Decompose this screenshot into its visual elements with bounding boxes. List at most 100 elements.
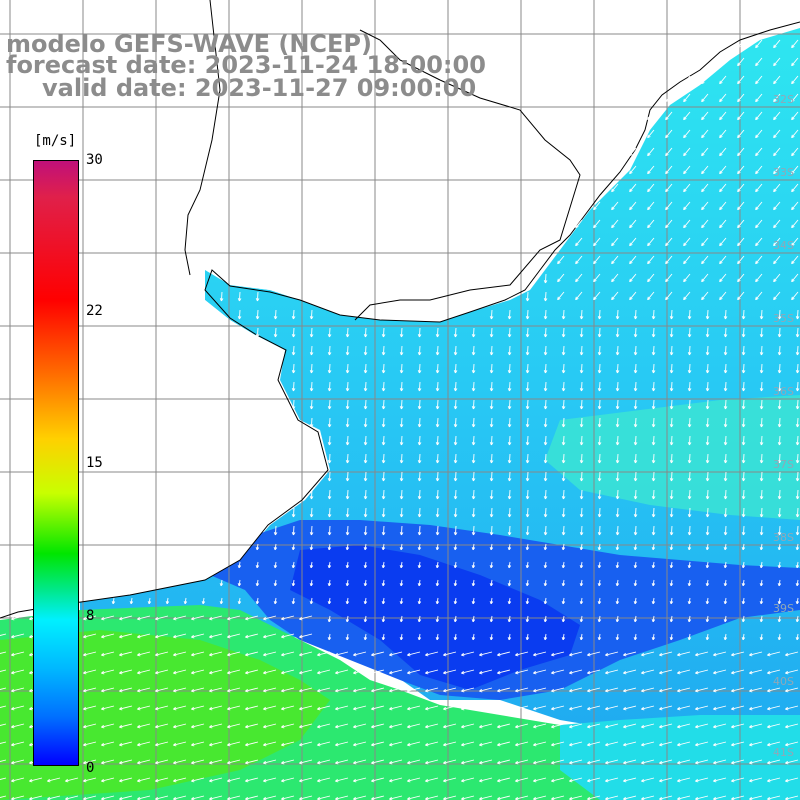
wind-arrow-head [647,226,651,229]
wind-arrow-head [311,388,314,392]
wind-arrow-head [652,619,656,623]
wind-arrow-head [593,262,597,265]
wind-arrow-head [419,370,422,374]
wind-arrow-head [401,370,404,374]
wind-arrow-head [731,708,735,711]
wind-arrow-head [580,583,584,587]
wind-arrow-head [112,601,116,605]
wind-arrow-head [437,514,440,518]
wind-arrow [461,741,475,746]
wind-arrow-head [347,406,350,410]
wind-arrow-head [652,601,656,605]
wind-arrow-head [137,690,141,693]
wind-arrow-head [509,316,512,320]
wind-arrow [119,615,133,620]
wind-arrow-head [545,298,548,302]
wind-arrow [209,651,223,656]
wind-arrow-head [557,262,561,265]
wind-arrow-head [293,406,296,410]
wind-arrow [497,651,511,656]
wind-arrow-head [605,708,609,711]
wind-arrow-head [665,226,669,229]
wind-arrow [515,669,529,674]
wind-arrow [665,183,673,192]
wind-arrow-head [749,762,753,765]
wind-arrow-head [437,532,440,536]
wind-arrow-head [671,460,674,464]
wind-arrow [292,327,295,338]
wind-arrow-head [401,478,404,482]
wind-arrow [677,687,691,692]
wind-arrow [778,381,781,392]
wind-arrow [778,453,781,464]
lat-label-41s: 41S [773,746,794,759]
wind-arrow-head [635,460,638,464]
wind-arrow [724,489,727,500]
wind-arrow-head [491,388,494,392]
wind-arrow [371,723,385,728]
wind-arrow-head [563,478,566,482]
wind-arrow [497,705,511,710]
wind-arrow-head [652,637,656,641]
wind-arrow [490,399,493,410]
wind-arrow-head [670,547,674,551]
wind-arrow-head [437,334,440,338]
wind-arrow-head [551,708,555,711]
wind-arrow [760,327,763,338]
wind-arrow [737,75,745,84]
wind-arrow-head [665,280,669,283]
wind-arrow-head [238,565,242,569]
wind-arrow-head [767,654,771,657]
wind-arrow [677,759,691,764]
wind-arrow-head [635,316,638,320]
wind-arrow [713,651,727,656]
wind-arrow [461,777,475,782]
wind-arrow-head [785,690,789,693]
wind-arrow [773,219,781,228]
wind-arrow [773,39,781,48]
wind-arrow-head [581,388,584,392]
wind-arrow-head [575,226,579,229]
wind-arrow [688,489,691,500]
wind-arrow [137,669,151,674]
wind-arrow-head [263,780,267,783]
wind-arrow-head [701,298,705,301]
wind-arrow [580,435,583,446]
wind-arrow-head [425,726,429,729]
wind-arrow-head [47,780,51,783]
wind-arrow-head [683,244,687,247]
wind-arrow-head [479,744,483,747]
wind-arrow [544,363,547,374]
wind-arrow-head [785,726,789,729]
wind-arrow [454,417,457,428]
wind-arrow-head [533,690,537,693]
wind-arrow-head [83,726,87,729]
wind-arrow-head [647,118,651,121]
wind-arrow-head [701,280,705,283]
wind-arrow-head [641,780,645,783]
wind-arrow-head [509,460,512,464]
wind-arrow-head [491,532,494,536]
wind-arrow [791,183,799,192]
wind-arrow-head [581,334,584,338]
wind-arrow-head [760,565,764,569]
wind-arrow-head [365,334,368,338]
wind-arrow-head [490,565,494,569]
wind-arrow [400,453,403,464]
land-north [0,0,800,322]
wind-arrow-head [599,442,602,446]
wind-arrow-head [545,316,548,320]
wind-arrow [742,417,745,428]
wind-arrow [785,741,799,746]
wind-arrow-head [437,442,440,446]
wind-arrow-head [737,100,741,103]
wind-arrow [544,381,547,392]
wind-arrow-head [665,136,669,139]
wind-arrow-head [155,618,159,621]
wind-arrow-head [526,547,530,551]
wind-arrow [670,507,673,518]
wind-arrow-head [683,136,687,139]
wind-arrow-head [563,388,566,392]
wind-arrow [0,633,7,636]
wind-arrow-head [605,690,609,693]
